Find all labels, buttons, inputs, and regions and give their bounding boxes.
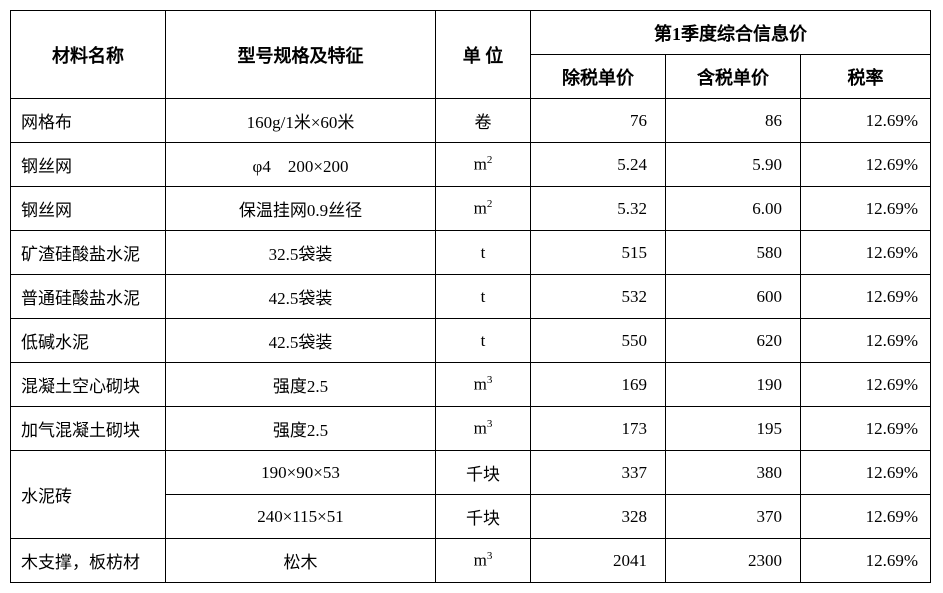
table-row: 混凝土空心砌块强度2.5m316919012.69% [11,363,931,407]
header-spec: 型号规格及特征 [166,11,436,99]
table-row: 钢丝网φ4 200×200m25.245.9012.69% [11,143,931,187]
cell-price-inc: 580 [666,231,801,275]
cell-material-name: 矿渣硅酸盐水泥 [11,231,166,275]
cell-unit: m2 [436,187,531,231]
cell-tax-rate: 12.69% [801,187,931,231]
cell-price-ex: 76 [531,99,666,143]
cell-price-ex: 5.24 [531,143,666,187]
cell-tax-rate: 12.69% [801,319,931,363]
cell-price-inc: 2300 [666,539,801,583]
cell-spec: 松木 [166,539,436,583]
cell-price-inc: 620 [666,319,801,363]
cell-spec: φ4 200×200 [166,143,436,187]
cell-price-inc: 5.90 [666,143,801,187]
cell-price-ex: 532 [531,275,666,319]
cell-price-ex: 2041 [531,539,666,583]
cell-material-name: 木支撑，板枋材 [11,539,166,583]
table-row: 水泥砖190×90×53千块33738012.69% [11,451,931,495]
cell-price-ex: 337 [531,451,666,495]
cell-material-name: 钢丝网 [11,143,166,187]
cell-price-ex: 515 [531,231,666,275]
cell-price-inc: 190 [666,363,801,407]
cell-material-name: 钢丝网 [11,187,166,231]
cell-spec: 160g/1米×60米 [166,99,436,143]
cell-unit: 千块 [436,495,531,539]
cell-price-inc: 86 [666,99,801,143]
cell-tax-rate: 12.69% [801,99,931,143]
cell-unit: m2 [436,143,531,187]
cell-spec: 32.5袋装 [166,231,436,275]
table-row: 钢丝网保温挂网0.9丝径m25.326.0012.69% [11,187,931,231]
cell-tax-rate: 12.69% [801,407,931,451]
table-row: 低碱水泥42.5袋装t55062012.69% [11,319,931,363]
header-unit: 单 位 [436,11,531,99]
cell-material-name: 混凝土空心砌块 [11,363,166,407]
cell-unit: 卷 [436,99,531,143]
cell-tax-rate: 12.69% [801,143,931,187]
cell-tax-rate: 12.69% [801,451,931,495]
cell-price-ex: 5.32 [531,187,666,231]
materials-price-table: 材料名称 型号规格及特征 单 位 第1季度综合信息价 除税单价 含税单价 税率 … [10,10,931,583]
header-q1-group: 第1季度综合信息价 [531,11,931,55]
table-row: 木支撑，板枋材松木m32041230012.69% [11,539,931,583]
table-row: 加气混凝土砌块强度2.5m317319512.69% [11,407,931,451]
table-row: 矿渣硅酸盐水泥32.5袋装t51558012.69% [11,231,931,275]
cell-tax-rate: 12.69% [801,495,931,539]
cell-unit: m3 [436,539,531,583]
cell-unit: m3 [436,407,531,451]
header-price-inc-tax: 含税单价 [666,55,801,99]
header-tax-rate: 税率 [801,55,931,99]
table-row: 网格布160g/1米×60米卷768612.69% [11,99,931,143]
cell-price-ex: 550 [531,319,666,363]
cell-tax-rate: 12.69% [801,275,931,319]
cell-spec: 强度2.5 [166,407,436,451]
cell-spec: 190×90×53 [166,451,436,495]
cell-spec: 42.5袋装 [166,275,436,319]
cell-price-ex: 169 [531,363,666,407]
cell-price-inc: 6.00 [666,187,801,231]
cell-material-name: 网格布 [11,99,166,143]
cell-tax-rate: 12.69% [801,539,931,583]
cell-price-ex: 328 [531,495,666,539]
cell-unit: 千块 [436,451,531,495]
cell-material-name: 加气混凝土砌块 [11,407,166,451]
cell-unit: m3 [436,363,531,407]
cell-price-inc: 370 [666,495,801,539]
cell-unit: t [436,231,531,275]
cell-unit: t [436,275,531,319]
header-price-ex-tax: 除税单价 [531,55,666,99]
cell-tax-rate: 12.69% [801,231,931,275]
header-material-name: 材料名称 [11,11,166,99]
table-row: 普通硅酸盐水泥42.5袋装t53260012.69% [11,275,931,319]
cell-spec: 240×115×51 [166,495,436,539]
cell-spec: 保温挂网0.9丝径 [166,187,436,231]
cell-spec: 强度2.5 [166,363,436,407]
cell-price-inc: 195 [666,407,801,451]
table-body: 网格布160g/1米×60米卷768612.69%钢丝网φ4 200×200m2… [11,99,931,583]
cell-spec: 42.5袋装 [166,319,436,363]
cell-price-inc: 600 [666,275,801,319]
cell-unit: t [436,319,531,363]
cell-material-name: 水泥砖 [11,451,166,539]
cell-price-inc: 380 [666,451,801,495]
cell-price-ex: 173 [531,407,666,451]
cell-material-name: 低碱水泥 [11,319,166,363]
cell-material-name: 普通硅酸盐水泥 [11,275,166,319]
cell-tax-rate: 12.69% [801,363,931,407]
